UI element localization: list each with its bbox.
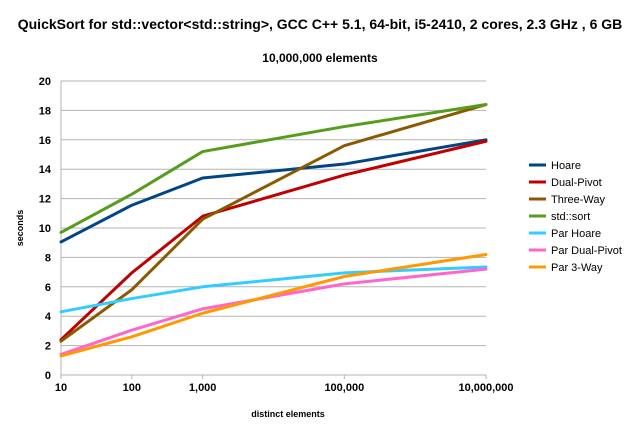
- y-tick-label: 12: [39, 194, 51, 206]
- y-tick-label: 16: [39, 135, 51, 147]
- legend-label: Par Hoare: [551, 228, 601, 240]
- legend-label: Dual-Pivot: [551, 177, 602, 189]
- series-line: [59, 103, 488, 234]
- y-tick-label: 2: [45, 341, 51, 353]
- legend-label: Hoare: [551, 160, 581, 172]
- y-tick-label: 20: [39, 76, 51, 88]
- series-line: [59, 267, 488, 356]
- y-axis-label: seconds: [15, 210, 25, 247]
- x-axis-label: distinct elements: [251, 409, 325, 419]
- y-tick-label: 18: [39, 105, 51, 117]
- series-lines: [59, 103, 488, 358]
- legend-label: Three-Way: [551, 194, 605, 206]
- series-line: [59, 139, 488, 342]
- legend-label: Par Dual-Pivot: [551, 245, 622, 257]
- x-tick-label: 10,000,000: [458, 382, 513, 394]
- y-tick-label: 8: [45, 252, 51, 264]
- legend-label: Par 3-Way: [551, 262, 603, 274]
- y-tick-label: 14: [39, 164, 52, 176]
- y-tick-label: 0: [45, 370, 51, 382]
- grid: [61, 80, 486, 376]
- series-line: [59, 138, 488, 244]
- x-tick-label: 10: [55, 382, 67, 394]
- axes: 0 2 4 6 8 10 12 14 16 18 20 10 100 1,000 100,000 10,000…: [39, 76, 514, 394]
- chart-subtitle: 10,000,000 elements: [262, 51, 378, 65]
- legend-label: std::sort: [551, 211, 590, 223]
- y-tick-label: 6: [45, 282, 51, 294]
- chart-title: QuickSort for std::vector<std::string>, …: [18, 16, 623, 32]
- x-tick-label: 100: [123, 382, 141, 394]
- x-tick-label: 100,000: [324, 382, 364, 394]
- x-tick-label: 1,000: [189, 382, 217, 394]
- series-line: [59, 252, 488, 358]
- series-line: [59, 265, 488, 314]
- y-tick-label: 10: [39, 223, 51, 235]
- series-line: [59, 103, 488, 343]
- y-tick-label: 4: [45, 311, 52, 323]
